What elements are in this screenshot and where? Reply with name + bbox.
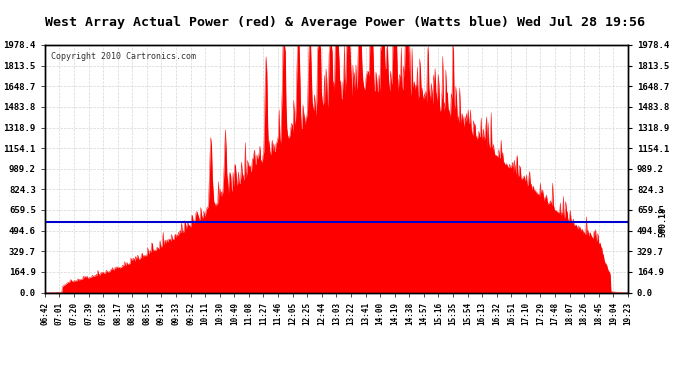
Text: 560.18: 560.18	[658, 207, 667, 237]
Text: 560.18: 560.18	[0, 207, 1, 237]
Text: Copyright 2010 Cartronics.com: Copyright 2010 Cartronics.com	[50, 53, 196, 62]
Text: West Array Actual Power (red) & Average Power (Watts blue) Wed Jul 28 19:56: West Array Actual Power (red) & Average …	[45, 16, 645, 29]
